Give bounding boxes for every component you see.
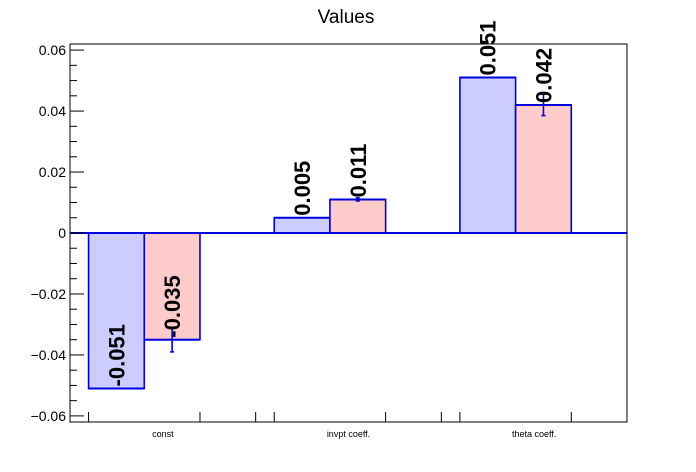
y-tick-label: −0.02 [31, 286, 67, 302]
data-label-s0-1: 0.005 [290, 161, 315, 216]
data-label-s1-2: 0.042 [531, 48, 556, 103]
error-bar-s1-1 [355, 197, 360, 202]
x-category-label: const [152, 429, 174, 439]
y-tick-label: −0.04 [31, 347, 67, 363]
error-bar-s1-2 [541, 93, 546, 117]
data-label-s0-0: -0.051 [104, 324, 129, 386]
y-tick-label: 0 [58, 225, 66, 241]
bar-s0-0 [87, 232, 146, 390]
bar-s0-2 [459, 76, 517, 234]
data-label-s0-2: 0.051 [476, 20, 501, 75]
data-label-s1-0: -0.035 [160, 275, 185, 337]
axes-layer: −0.06 −0.04 −0.02 0 0.02 0.04 0.06 const invpt c… [31, 42, 628, 439]
data-label-s1-1: 0.011 [346, 144, 371, 198]
bar-s0-1 [273, 216, 331, 234]
y-tick-label: −0.06 [31, 408, 67, 424]
bar-s1-1 [329, 198, 387, 234]
y-tick-label: 0.06 [39, 42, 66, 58]
chart-title: Values [318, 7, 375, 28]
y-tick-label: 0.04 [39, 103, 66, 119]
error-bar-s1-0 [170, 326, 175, 353]
data-labels-layer: -0.051 0.005 0.051 -0.035 0.011 0.042 [104, 20, 556, 386]
x-category-label: theta coeff. [512, 429, 556, 439]
bar-s1-2 [514, 104, 573, 234]
x-category-label: invpt coeff. [327, 429, 370, 439]
bar-s1-0 [143, 232, 201, 341]
y-tick-label: 0.02 [39, 164, 66, 180]
bars-layer [87, 76, 573, 390]
